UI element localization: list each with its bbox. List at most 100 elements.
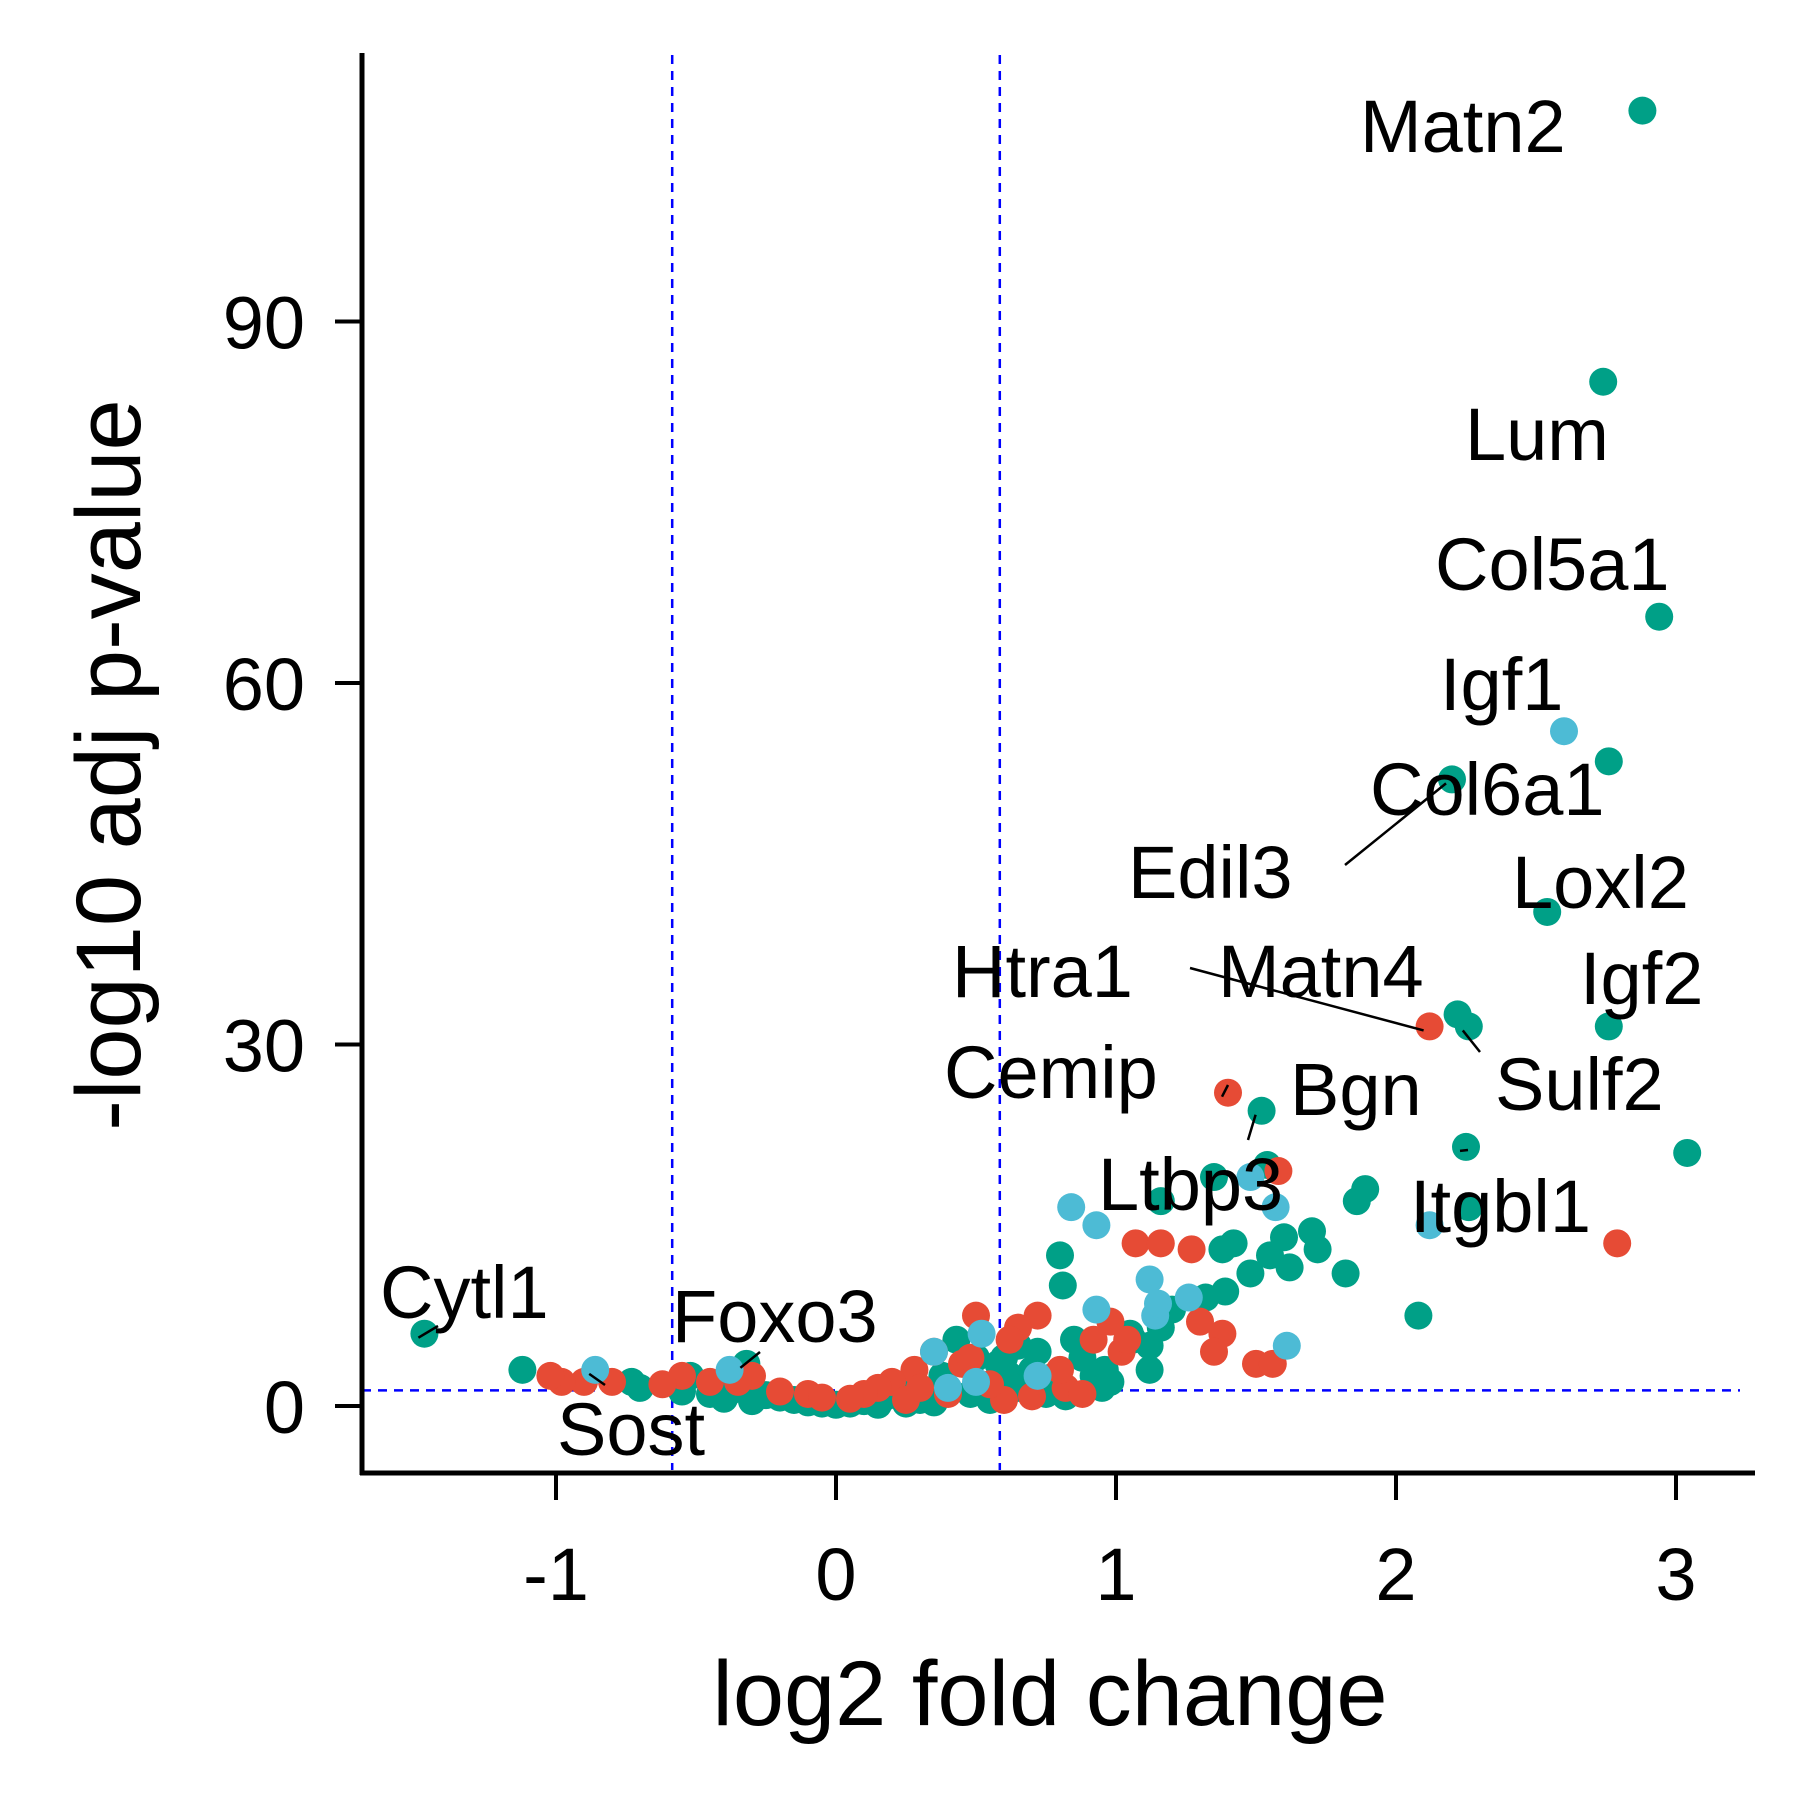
data-point [1200, 1337, 1228, 1366]
gene-label-cemip: Cemip [944, 1031, 1158, 1114]
data-point [581, 1355, 610, 1384]
data-point [1146, 1187, 1175, 1216]
gene-label-foxo3: Foxo3 [672, 1275, 878, 1358]
data-point [1589, 367, 1618, 396]
data-point [956, 1343, 985, 1372]
y-axis-ticks: 0 30 60 90 [223, 282, 362, 1449]
data-point [1214, 1078, 1242, 1107]
data-point [920, 1337, 948, 1366]
x-axis-ticks: -1 0 1 2 3 [523, 1475, 1697, 1616]
gene-label-igf2: Igf2 [1580, 937, 1703, 1020]
y-tick-label: 30 [223, 1005, 305, 1088]
data-point [1272, 1331, 1301, 1360]
x-tick-label: 1 [1095, 1533, 1136, 1616]
leader-line-edil3 [1344, 782, 1447, 866]
label-leader-lines [417, 782, 1481, 1387]
data-point [967, 1319, 996, 1348]
gene-label-matn2: Matn2 [1360, 85, 1566, 168]
data-point [626, 1373, 654, 1402]
data-point [1096, 1367, 1125, 1396]
leader-line-htra1 [1189, 966, 1424, 1032]
data-point [1082, 1295, 1111, 1324]
leader-line-itgbl1 [1459, 1148, 1469, 1153]
data-point [1079, 1325, 1108, 1354]
data-point [508, 1355, 537, 1384]
data-point [1113, 1325, 1142, 1354]
data-point [1144, 1289, 1172, 1318]
data-point [1048, 1271, 1077, 1300]
gene-label-col5a1: Col5a1 [1435, 523, 1670, 606]
data-point [1177, 1235, 1206, 1264]
data-point [1174, 1283, 1203, 1312]
data-point [906, 1373, 934, 1402]
x-tick-label: 2 [1375, 1533, 1416, 1616]
data-point [1261, 1193, 1290, 1222]
gene-label-loxl2: Loxl2 [1512, 841, 1689, 924]
data-point [1236, 1163, 1265, 1192]
y-axis-title: -log10 adj p-value [58, 399, 160, 1130]
data-point [1135, 1355, 1164, 1384]
gene-label-itgbl1: Itgbl1 [1410, 1165, 1591, 1248]
data-point [1200, 1163, 1228, 1192]
gene-label-col6a1: Col6a1 [1370, 748, 1605, 831]
data-point [1628, 96, 1657, 125]
data-point [536, 1361, 565, 1390]
data-points [410, 96, 1702, 1419]
data-point [1219, 1229, 1248, 1258]
gene-label-edil3: Edil3 [1128, 831, 1293, 914]
data-point [1645, 602, 1674, 631]
leader-line-cemip [1220, 1084, 1230, 1098]
data-point [1135, 1265, 1164, 1294]
data-point [1023, 1361, 1052, 1390]
data-point [962, 1367, 990, 1396]
data-point [1594, 747, 1623, 776]
data-point [1331, 1259, 1360, 1288]
gene-label-igf1: Igf1 [1440, 643, 1563, 726]
data-point [1057, 1193, 1086, 1222]
data-point [1186, 1307, 1214, 1336]
data-point [1454, 1012, 1483, 1041]
data-point [1438, 765, 1466, 794]
data-point [836, 1384, 864, 1413]
data-point [1247, 1096, 1276, 1125]
data-point [1264, 1157, 1293, 1186]
data-point [1415, 1012, 1444, 1041]
x-axis-title: log2 fold change [712, 1643, 1387, 1745]
data-point [1236, 1259, 1265, 1288]
gene-label-htra1: Htra1 [952, 930, 1133, 1013]
data-point [1146, 1229, 1175, 1258]
data-point [1550, 717, 1578, 746]
gene-label-sulf2: Sulf2 [1495, 1043, 1664, 1126]
data-point [1082, 1211, 1111, 1240]
data-point [1454, 1193, 1483, 1222]
gene-label-ltbp3: Ltbp3 [1098, 1143, 1283, 1226]
data-point [1211, 1277, 1240, 1306]
data-point [1603, 1229, 1632, 1258]
data-point [1270, 1223, 1298, 1252]
data-point [1303, 1235, 1332, 1264]
x-tick-label: 0 [815, 1533, 856, 1616]
data-point [1452, 1132, 1480, 1161]
data-point [1275, 1253, 1304, 1282]
data-point [1594, 1012, 1623, 1041]
x-tick-label: -1 [523, 1533, 589, 1616]
data-point [1351, 1175, 1380, 1204]
data-point [1121, 1229, 1150, 1258]
leader-line-sost [588, 1372, 606, 1387]
data-point [738, 1387, 766, 1416]
y-tick-label: 90 [223, 282, 305, 365]
axes [359, 53, 1755, 1476]
gene-labels: Matn2 Lum Col5a1 Igf1 Col6a1 Edil3 Loxl2 Htra1 M… [380, 85, 1703, 1471]
data-point [766, 1377, 794, 1406]
data-point [715, 1355, 744, 1384]
gene-label-sost: Sost [557, 1388, 706, 1471]
data-point [1068, 1379, 1097, 1408]
data-point [934, 1373, 962, 1402]
x-tick-label: 3 [1655, 1533, 1696, 1616]
gene-label-cytl1: Cytl1 [380, 1251, 549, 1334]
data-point [648, 1370, 677, 1399]
data-point [1533, 897, 1562, 926]
gene-label-bgn: Bgn [1290, 1048, 1422, 1131]
